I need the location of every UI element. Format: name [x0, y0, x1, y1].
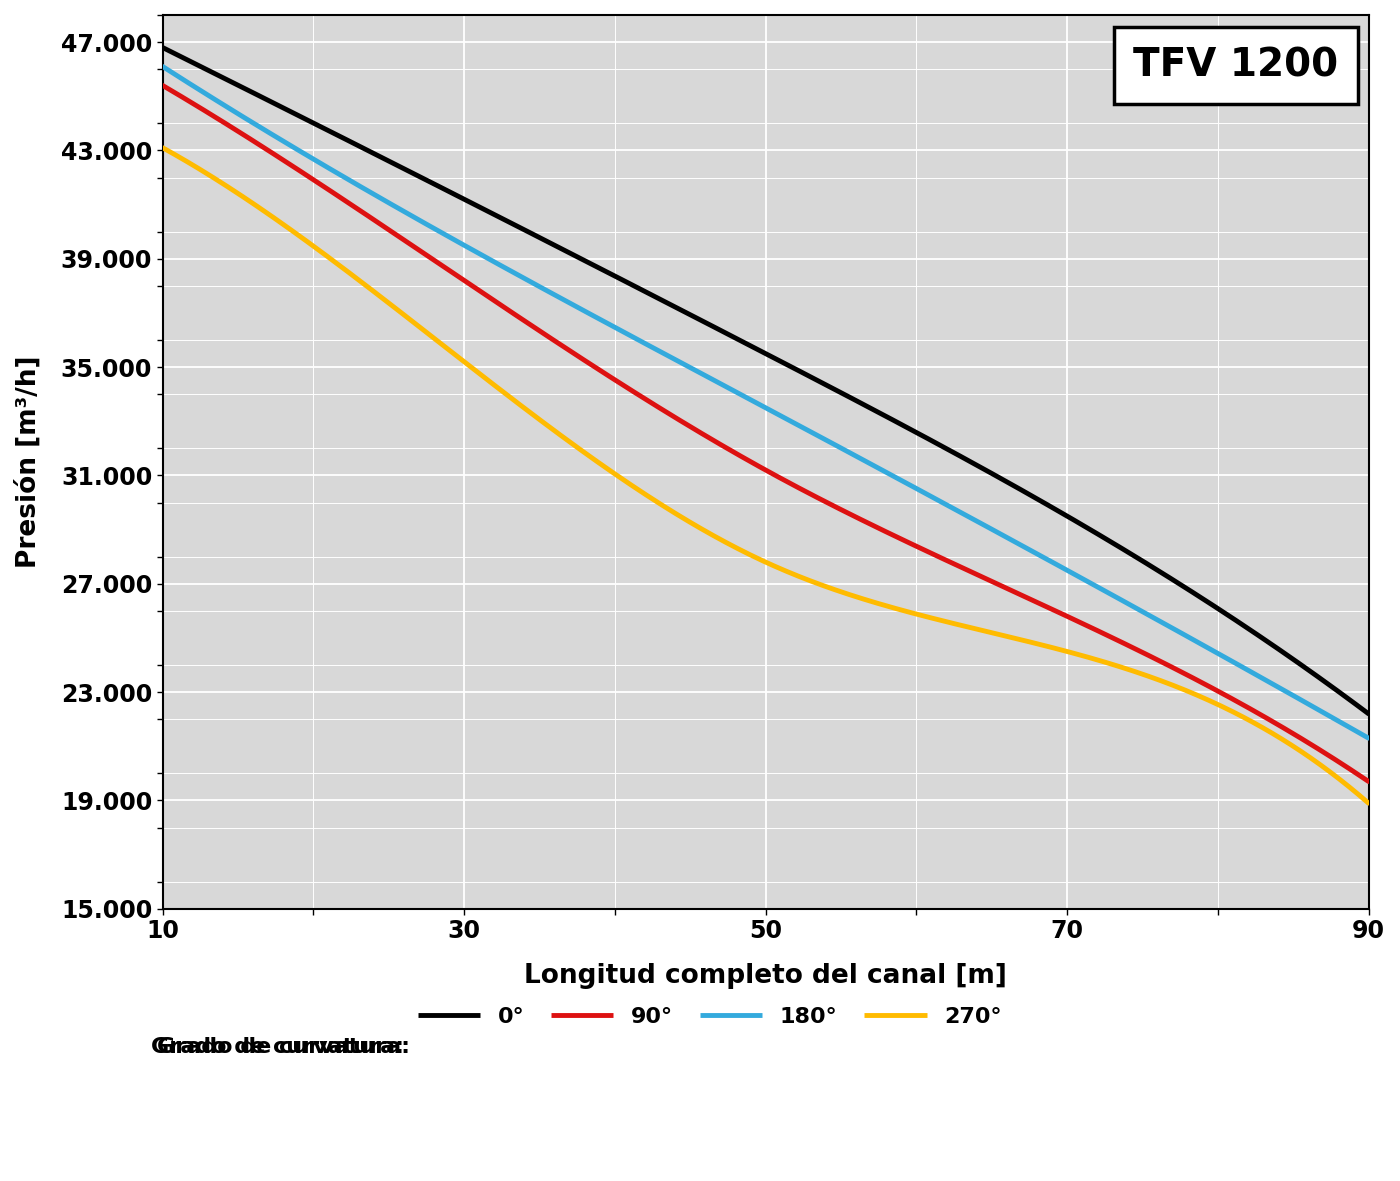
- Text: Grado de curvatura:: Grado de curvatura:: [151, 1037, 403, 1057]
- Text: TFV 1200: TFV 1200: [1133, 46, 1338, 84]
- Text: Grado de curvatura:: Grado de curvatura:: [157, 1037, 410, 1057]
- Legend: 0°, 90°, 180°, 270°: 0°, 90°, 180°, 270°: [409, 998, 1011, 1036]
- X-axis label: Longitud completo del canal [m]: Longitud completo del canal [m]: [524, 963, 1007, 988]
- Y-axis label: Presión [m³/h]: Presión [m³/h]: [15, 355, 42, 568]
